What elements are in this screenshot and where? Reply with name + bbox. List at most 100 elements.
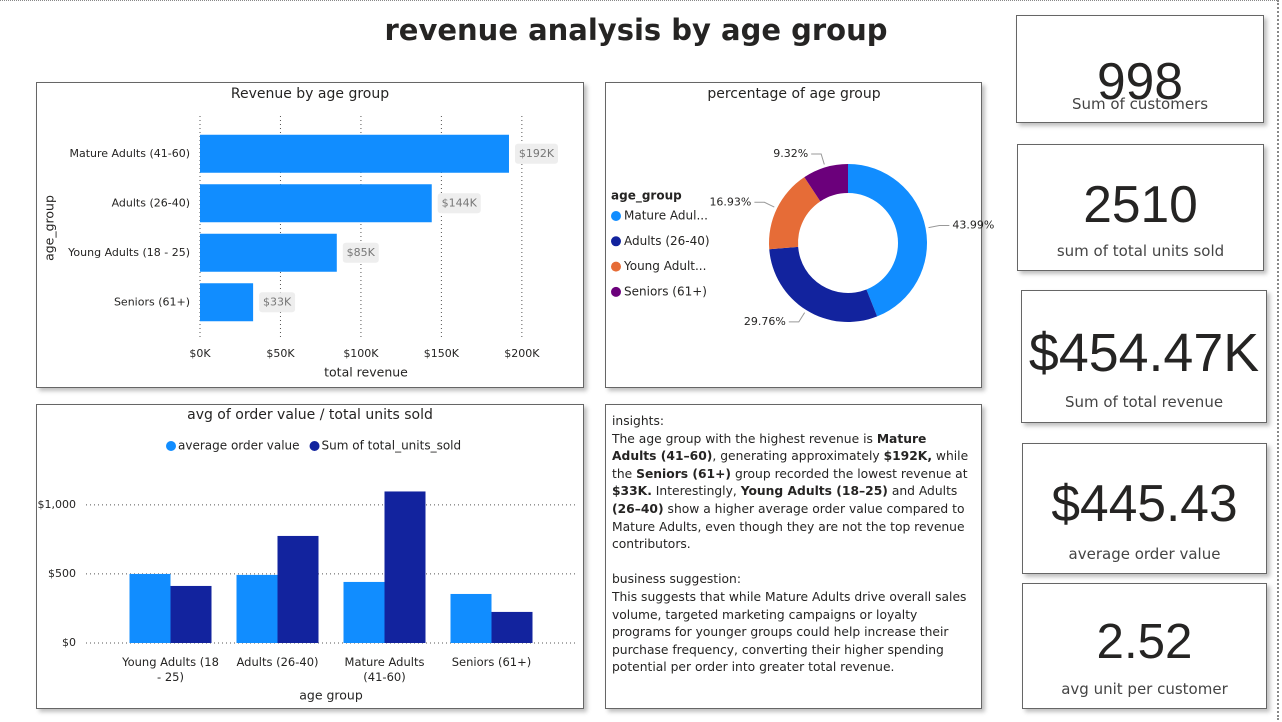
insights-run: $192K, — [883, 449, 932, 464]
kpi-value: 998 — [1097, 52, 1183, 111]
leader-line — [811, 153, 825, 165]
bar — [343, 581, 385, 643]
bar — [200, 184, 432, 223]
leader-line — [788, 312, 806, 323]
bar — [277, 535, 319, 643]
leader-line — [928, 225, 950, 229]
data-label-bg — [259, 292, 296, 313]
insights-run: $33K. — [612, 484, 652, 499]
data-label: 43.99% — [952, 219, 994, 232]
insights-run: group recorded the lowest revenue at — [731, 466, 968, 481]
kpi-value: $454.47K — [1028, 323, 1260, 384]
bar — [450, 593, 492, 643]
donut-slice — [848, 164, 928, 317]
kpi-label: avg unit per customer — [1061, 679, 1228, 698]
legend-marker — [166, 441, 176, 451]
data-label: $85K — [347, 246, 376, 259]
legend-label: average order value — [178, 439, 300, 453]
x-tick-label: $150K — [424, 347, 460, 360]
insights-heading: business suggestion: — [612, 572, 741, 587]
data-label: 9.32% — [773, 147, 808, 160]
legend-marker — [611, 236, 621, 247]
x-axis-title: total revenue — [324, 365, 408, 380]
x-tick-label: Young Adults (18 - 25) — [122, 655, 219, 684]
legend-marker — [611, 261, 621, 272]
donut-slice — [769, 177, 821, 250]
legend-label: Seniors (61+) — [624, 284, 707, 298]
x-tick-label: $200K — [504, 347, 540, 360]
kpi-value: 2.52 — [1096, 613, 1193, 669]
kpi-card: $454.47K Sum of total revenue — [1021, 290, 1267, 423]
insights-run: and Adults — [887, 484, 958, 499]
kpi-card: 2.52 avg unit per customer — [1022, 583, 1267, 709]
y-tick-label: $0 — [62, 636, 76, 649]
insights-run: Mature Adults (41–60) — [612, 431, 927, 464]
bar — [170, 585, 212, 643]
data-label: $144K — [442, 196, 478, 209]
kpi-card: 998 Sum of customers — [1016, 15, 1264, 123]
bar — [200, 233, 337, 272]
y-axis-title: age_group — [42, 195, 57, 261]
bar — [491, 611, 533, 643]
chart-title: avg of order value / total units sold — [187, 407, 433, 423]
x-tick-label: $100K — [343, 347, 379, 360]
insights-run: Interestingly, — [651, 484, 741, 499]
legend-marker — [309, 441, 320, 451]
kpi-card: 2510 sum of total units sold — [1017, 144, 1264, 271]
bar — [200, 134, 509, 173]
legend-marker — [611, 211, 621, 221]
y-tick-label: $1,000 — [38, 498, 77, 511]
chart-title: Revenue by age group — [231, 86, 389, 102]
y-tick-label: Mature Adults (41-60) — [70, 147, 191, 160]
x-tick-label: Adults (26-40) — [236, 655, 319, 669]
bar — [129, 573, 171, 643]
data-label-bg — [437, 193, 481, 214]
x-tick-label: Mature Adults (41-60) — [344, 655, 425, 684]
x-tick-label: Seniors (61+) — [451, 655, 532, 669]
bar — [236, 574, 278, 643]
data-label: 16.93% — [709, 195, 751, 208]
legend-label: Adults (26-40) — [624, 234, 710, 248]
donut-slice — [769, 246, 878, 323]
data-label: $192K — [519, 147, 555, 160]
legend-label: Mature Adul... — [624, 209, 708, 223]
insights-run: (26–40) — [612, 501, 664, 516]
kpi-label: Sum of customers — [1071, 95, 1209, 114]
insights-heading: insights: — [612, 414, 665, 428]
donut-slice — [804, 164, 848, 202]
kpi-label: average order value — [1068, 544, 1221, 563]
y-tick-label: Adults (26-40) — [112, 196, 190, 209]
panel — [605, 404, 982, 709]
x-axis-title: age group — [299, 688, 363, 703]
insights: insights: The age group with the highest… — [612, 413, 974, 677]
x-tick-label: $50K — [266, 347, 295, 360]
data-label: $33K — [263, 295, 292, 308]
legend-marker — [611, 286, 621, 297]
kpi-value: $445.43 — [1051, 474, 1238, 533]
page-title: revenue analysis by age group — [384, 13, 887, 47]
kpi-label: sum of total units sold — [1056, 241, 1225, 260]
kpi-value: 2510 — [1083, 175, 1198, 234]
data-label-bg — [342, 242, 379, 263]
kpi-card: $445.43 average order value — [1022, 443, 1267, 574]
insights-run: while the — [612, 449, 969, 481]
y-tick-label: Young Adults (18 - 25) — [67, 246, 190, 259]
insights-paragraph: The age group with the highest revenue i… — [612, 431, 974, 554]
insights-paragraph: This suggests that while Mature Adults d… — [612, 589, 967, 675]
data-label-bg — [514, 143, 558, 164]
data-label: 29.76% — [744, 315, 786, 328]
insights-run: show a higher average order value compar… — [612, 501, 965, 552]
chart-title: percentage of age group — [707, 86, 880, 102]
kpi-label: Sum of total revenue — [1064, 393, 1224, 412]
insights-run: Young Adults (18–25) — [740, 484, 888, 499]
insights-run: The age group with the highest revenue i… — [612, 431, 877, 446]
leader-line — [754, 201, 775, 208]
y-tick-label: $500 — [48, 567, 76, 580]
legend-label: Sum of total_units_sold — [322, 439, 462, 453]
legend-label: Young Adult... — [623, 259, 706, 273]
legend-title: age_group — [611, 189, 682, 204]
insights-run: Seniors (61+) — [636, 466, 732, 481]
